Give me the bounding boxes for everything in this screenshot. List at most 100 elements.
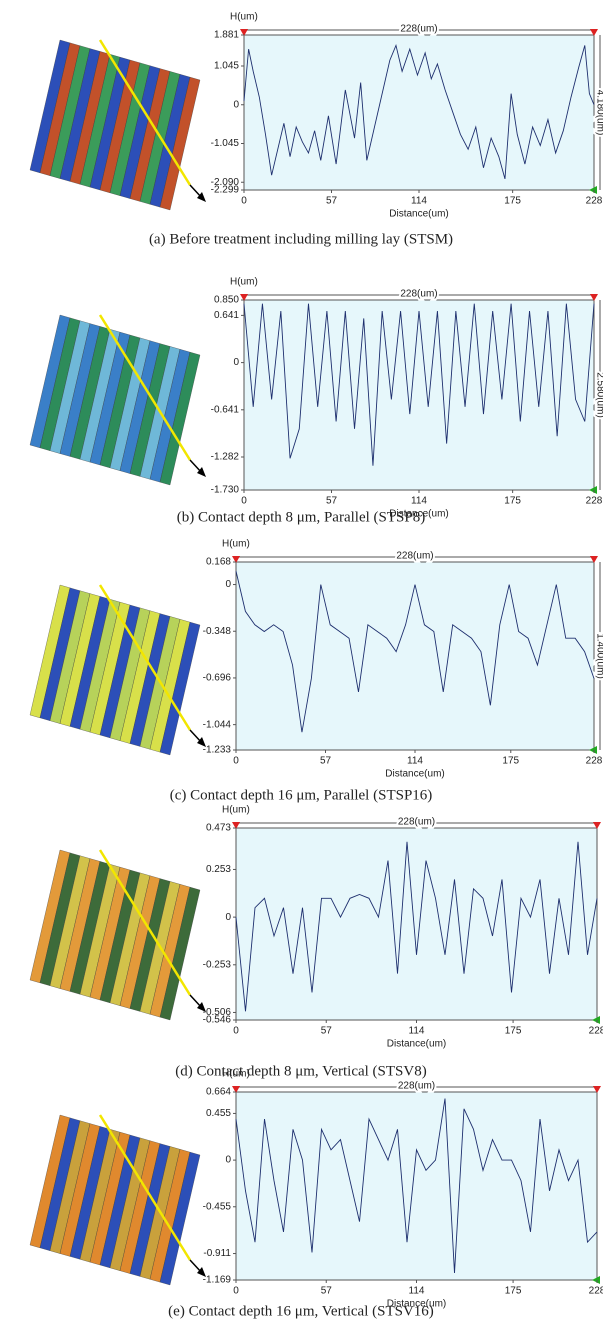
profile-line bbox=[235, 1098, 598, 1273]
panel: H(um) Distance(um) 228(um) 0.664 0.455 0 -0.45… bbox=[29, 1069, 603, 1319]
y-axis-label: H(um) bbox=[222, 539, 250, 550]
caption: (e) Contact depth 16 μm, Vertical (STSV1… bbox=[168, 1303, 434, 1319]
x-tick-label: 0 bbox=[241, 496, 247, 507]
marker bbox=[232, 822, 240, 829]
surface-image bbox=[29, 314, 206, 486]
y-tick-label: -2.299 bbox=[211, 185, 240, 196]
surface-stripe bbox=[159, 1151, 201, 1286]
scan-arrowhead bbox=[197, 737, 206, 747]
x-tick-label: 228 bbox=[586, 496, 603, 507]
scan-line bbox=[98, 39, 192, 186]
y-tick-label: -1.730 bbox=[211, 485, 240, 496]
caption: (c) Contact depth 16 μm, Parallel (STSP1… bbox=[170, 787, 433, 803]
scan-line bbox=[98, 314, 192, 461]
marker bbox=[590, 556, 598, 563]
x-tick-label: 0 bbox=[241, 196, 247, 207]
caption: (d) Contact depth 8 μm, Vertical (STSV8) bbox=[175, 1063, 426, 1079]
x-axis-label: Distance(um) bbox=[387, 1039, 446, 1050]
y-tick-label: 0.641 bbox=[214, 310, 239, 321]
marker bbox=[240, 294, 248, 301]
y-tick-label: -2.090 bbox=[211, 177, 240, 188]
y-tick-label: 0.664 bbox=[206, 1087, 231, 1098]
marker bbox=[592, 1016, 600, 1024]
profile-line bbox=[235, 571, 595, 733]
panel: H(um) Distance(um) 228(um) 4.180(um) 1.881 1.… bbox=[29, 12, 603, 247]
x-tick-label: 114 bbox=[407, 756, 423, 767]
span-label: 228(um) bbox=[400, 289, 437, 300]
x-tick-label: 57 bbox=[326, 496, 338, 507]
x-tick-label: 114 bbox=[411, 196, 427, 207]
y-tick-label: -0.506 bbox=[203, 1007, 232, 1018]
x-axis-label: Distance(um) bbox=[389, 509, 448, 520]
x-tick-label: 175 bbox=[504, 496, 521, 507]
scan-arrowhead bbox=[197, 467, 206, 477]
x-tick-label: 175 bbox=[505, 1026, 522, 1037]
panel: H(um) Distance(um) 228(um) 2.580(um) 0.850 0.… bbox=[29, 277, 603, 525]
span-label: 228(um) bbox=[400, 24, 437, 35]
y-tick-label: -0.348 bbox=[203, 626, 232, 637]
y-axis-label: H(um) bbox=[222, 1069, 250, 1080]
y-tick-label: 0 bbox=[225, 1155, 231, 1166]
y-tick-label: -1.045 bbox=[211, 138, 240, 149]
height-label: 4.180(um) bbox=[594, 90, 603, 136]
surface-image bbox=[29, 1114, 206, 1286]
profile-line bbox=[235, 841, 598, 1012]
x-tick-label: 0 bbox=[233, 1286, 239, 1297]
marker bbox=[590, 294, 598, 301]
span-label: 228(um) bbox=[398, 1081, 435, 1092]
x-tick-label: 228 bbox=[589, 1026, 603, 1037]
panel: H(um) Distance(um) 228(um) 0.473 0.253 0 -0.25… bbox=[29, 805, 603, 1079]
y-tick-label: -1.282 bbox=[211, 452, 240, 463]
marker bbox=[232, 556, 240, 563]
marker bbox=[589, 186, 597, 194]
y-tick-label: -0.253 bbox=[203, 959, 232, 970]
y-tick-label: 0.473 bbox=[206, 823, 231, 834]
y-tick-label: -1.233 bbox=[203, 745, 232, 756]
x-tick-label: 228 bbox=[586, 756, 603, 767]
x-tick-label: 228 bbox=[586, 196, 603, 207]
marker bbox=[593, 1086, 601, 1093]
marker bbox=[593, 822, 601, 829]
height-label: 1.400(um) bbox=[594, 633, 603, 679]
surface-image bbox=[29, 849, 206, 1021]
x-axis-label: Distance(um) bbox=[389, 209, 448, 220]
y-tick-label: -0.911 bbox=[203, 1248, 231, 1259]
y-tick-label: 0 bbox=[233, 357, 239, 368]
y-tick-label: 1.881 bbox=[214, 30, 239, 41]
surface-stripe bbox=[159, 351, 201, 486]
height-label: 2.580(um) bbox=[594, 372, 603, 418]
surface-stripe bbox=[159, 76, 201, 211]
plot-area bbox=[235, 827, 598, 1021]
plot-area bbox=[235, 1091, 598, 1281]
y-tick-label: 0.850 bbox=[214, 295, 239, 306]
y-tick-label: 0 bbox=[233, 99, 239, 110]
plot-area bbox=[243, 299, 595, 491]
surface-image bbox=[29, 39, 206, 211]
x-tick-label: 57 bbox=[320, 756, 332, 767]
y-tick-label: -0.546 bbox=[203, 1015, 232, 1026]
scan-line bbox=[98, 1114, 192, 1261]
y-tick-label: -1.044 bbox=[203, 719, 232, 730]
x-tick-label: 228 bbox=[589, 1286, 603, 1297]
y-tick-label: -0.455 bbox=[203, 1201, 232, 1212]
plot-area bbox=[243, 34, 595, 191]
y-tick-label: -1.169 bbox=[203, 1275, 232, 1286]
y-tick-label: 0 bbox=[225, 912, 231, 923]
profile-line bbox=[243, 43, 595, 180]
y-tick-label: 0.455 bbox=[206, 1108, 231, 1119]
x-tick-label: 0 bbox=[233, 1026, 239, 1037]
y-axis-label: H(um) bbox=[230, 277, 258, 288]
x-axis-label: Distance(um) bbox=[385, 769, 444, 780]
y-axis-label: H(um) bbox=[230, 12, 258, 23]
x-tick-label: 114 bbox=[411, 496, 427, 507]
scan-line bbox=[98, 849, 192, 996]
scan-line bbox=[98, 584, 192, 731]
marker bbox=[589, 486, 597, 494]
x-tick-label: 57 bbox=[321, 1026, 333, 1037]
profile-line bbox=[243, 303, 595, 466]
panel: H(um)Distance(um)228(um)1.400(um)0.1680-… bbox=[29, 539, 603, 803]
marker bbox=[589, 746, 597, 754]
surface-image bbox=[29, 584, 206, 756]
